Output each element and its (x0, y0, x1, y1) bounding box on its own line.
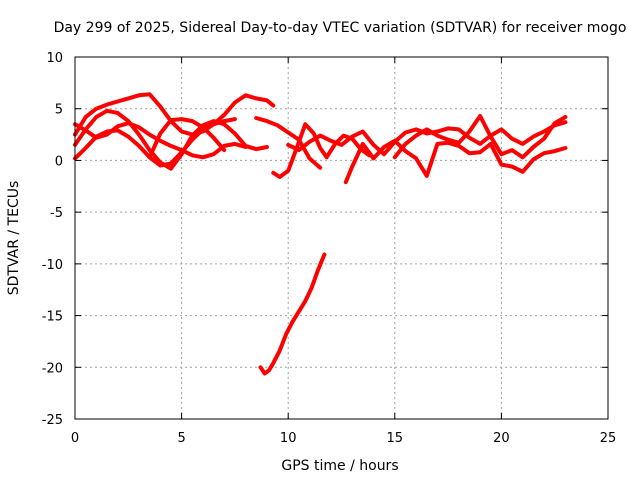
x-axis-label: GPS time / hours (281, 458, 398, 474)
series-track-j (392, 114, 568, 160)
chart-title: Day 299 of 2025, Sidereal Day-to-day VTE… (54, 20, 627, 36)
axis-ticks: 0 5 10 15 20 25 -25 -20 -15 -10 -5 0 5 10 (42, 51, 617, 446)
y-axis-label: SDTVAR / TECUs (6, 181, 22, 296)
series-track-c (73, 117, 237, 168)
series-track-a (73, 92, 276, 137)
y-tick-label: -10 (42, 258, 63, 273)
plot-frame (74, 56, 609, 420)
series-track-b (73, 108, 269, 171)
grid (75, 57, 608, 419)
data-series (73, 92, 568, 376)
y-tick-label: 10 (46, 51, 63, 66)
x-tick-label: 10 (280, 431, 297, 446)
series-track-f (254, 116, 323, 170)
y-tick-label: 0 (55, 154, 63, 169)
series-track-k (258, 252, 327, 376)
x-tick-label: 15 (387, 431, 404, 446)
y-tick-label: -5 (50, 206, 63, 221)
x-tick-label: 25 (600, 431, 617, 446)
x-tick-label: 5 (177, 431, 185, 446)
series-track-e (147, 117, 227, 160)
y-tick-label: 5 (55, 103, 63, 118)
y-tick-label: -20 (42, 361, 63, 376)
y-tick-label: -25 (42, 413, 63, 428)
series-track-i (343, 138, 568, 185)
x-tick-label: 20 (493, 431, 510, 446)
y-tick-label: -15 (42, 310, 63, 325)
series-track-h (286, 120, 568, 157)
series-track-d (73, 121, 248, 160)
x-tick-label: 0 (71, 431, 79, 446)
